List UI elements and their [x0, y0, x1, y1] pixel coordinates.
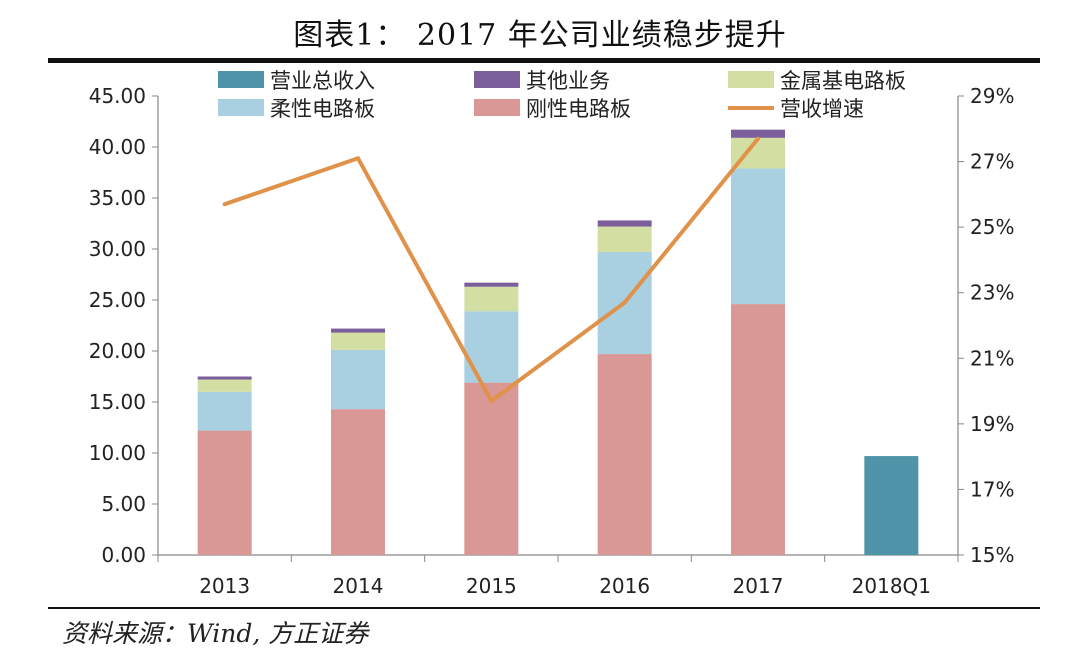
bar-segment [331, 328, 385, 333]
top-rule [48, 58, 1040, 63]
y-left-tick-label: 15.00 [89, 390, 146, 414]
x-tick-label: 2014 [333, 574, 384, 598]
legend-swatch [218, 71, 264, 88]
bar-segment [464, 382, 519, 555]
bar-segment [197, 376, 252, 380]
y-left-tick-label: 45.00 [89, 84, 146, 108]
bar-segment [597, 226, 652, 253]
y-left-tick-label: 30.00 [89, 237, 146, 261]
bar-segment [597, 220, 652, 227]
bar-segment [464, 311, 519, 383]
bottom-rule [48, 607, 1040, 609]
growth-rate-point [356, 156, 360, 161]
source-note: 资料来源：Wind, 方正证券 [62, 619, 369, 648]
y-right-tick-label: 21% [970, 346, 1014, 370]
y-right-tick-label: 15% [970, 543, 1014, 567]
y-left-tick-label: 5.00 [101, 492, 146, 516]
bar-segment [197, 430, 252, 555]
x-tick-label: 2013 [199, 574, 250, 598]
x-tick-label: 2017 [733, 574, 784, 598]
y-left-tick-label: 35.00 [89, 186, 146, 210]
figure-title: 图表1： 2017 年公司业绩稳步提升 [293, 18, 787, 53]
legend-swatch [474, 99, 520, 116]
growth-line-group [222, 136, 760, 403]
y-right-tick-label: 19% [970, 412, 1014, 436]
y-right-tick-label: 17% [970, 477, 1014, 501]
y-left-tick-label: 0.00 [101, 543, 146, 567]
growth-rate-point [756, 136, 760, 141]
legend-label: 营收增速 [780, 97, 864, 121]
legend-swatch [218, 99, 264, 116]
x-tick-label: 2018Q1 [852, 574, 931, 598]
legend-label: 其他业务 [526, 69, 610, 93]
bar-segment [731, 168, 785, 305]
bar-segment [331, 332, 385, 350]
bar-segment [197, 379, 252, 392]
bar-segment [731, 129, 785, 138]
legend-swatch [728, 71, 774, 88]
growth-rate-point [489, 398, 494, 403]
bars-group [197, 129, 919, 555]
legend-label: 刚性电路板 [526, 97, 631, 121]
y-right-tick-label: 29% [970, 84, 1014, 108]
y-left-tick-label: 10.00 [89, 441, 146, 465]
y-left-tick-label: 20.00 [89, 339, 146, 363]
bar-segment [464, 282, 519, 287]
bar-segment [331, 349, 385, 410]
growth-rate-point [222, 202, 227, 207]
bar-segment [464, 286, 519, 312]
growth-rate-point [622, 300, 627, 305]
x-tick-label: 2015 [466, 574, 517, 598]
y-right-tick-label: 27% [970, 150, 1014, 174]
bar-segment [597, 354, 652, 555]
bar-segment [331, 409, 385, 555]
y-right-tick-label: 23% [970, 281, 1014, 305]
y-left-tick-label: 25.00 [89, 288, 146, 312]
axes-group: 0.00 5.00 10.00 15.00 20.00 25.00 30.00 35.00 40… [89, 84, 1015, 598]
x-tick-label: 2016 [599, 574, 650, 598]
bar-segment [197, 391, 252, 431]
y-left-tick-label: 40.00 [89, 135, 146, 159]
y-right-tick-label: 25% [970, 215, 1014, 239]
bar-segment [864, 456, 919, 555]
legend-label: 金属基电路板 [780, 69, 906, 93]
legend-label: 营业总收入 [270, 69, 375, 93]
legend-swatch [474, 71, 520, 88]
legend-label: 柔性电路板 [270, 97, 375, 121]
bar-segment [731, 304, 785, 555]
